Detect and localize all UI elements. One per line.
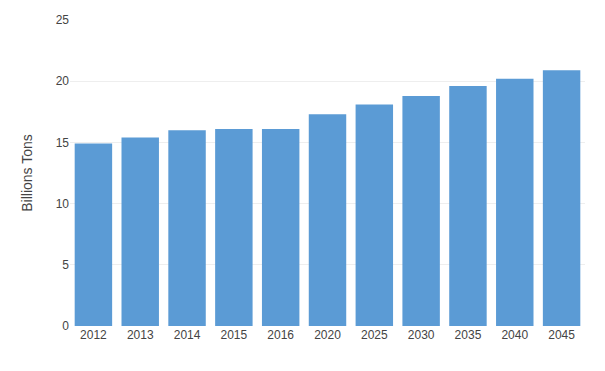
svg-text:Billions Tons: Billions Tons (19, 134, 35, 212)
svg-text:2035: 2035 (455, 328, 482, 342)
svg-text:2013: 2013 (127, 328, 154, 342)
svg-text:2014: 2014 (174, 328, 201, 342)
svg-text:2025: 2025 (361, 328, 388, 342)
svg-text:2020: 2020 (314, 328, 341, 342)
svg-text:0: 0 (62, 319, 69, 333)
svg-text:20: 20 (56, 74, 70, 88)
svg-text:2016: 2016 (267, 328, 294, 342)
svg-text:2015: 2015 (221, 328, 248, 342)
svg-text:2030: 2030 (408, 328, 435, 342)
svg-text:2012: 2012 (80, 328, 107, 342)
svg-text:2040: 2040 (501, 328, 528, 342)
svg-text:10: 10 (56, 197, 70, 211)
svg-text:5: 5 (62, 258, 69, 272)
svg-text:2045: 2045 (548, 328, 575, 342)
svg-text:15: 15 (56, 136, 70, 150)
svg-text:25: 25 (56, 13, 70, 27)
